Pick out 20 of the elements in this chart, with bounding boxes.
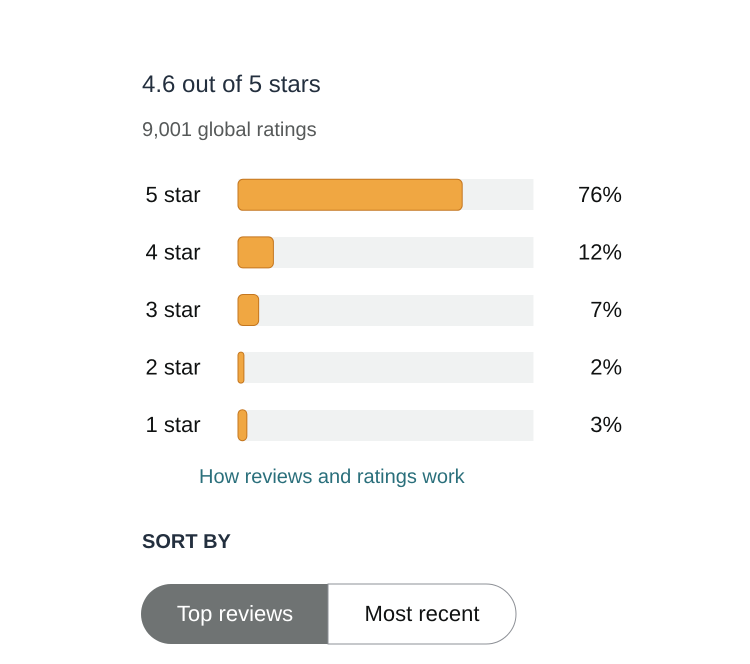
chart-subtitle: 9,001 global ratings [142,119,317,141]
data-label: 12% [578,239,622,264]
text: SORT BY [142,531,232,553]
chart-title: 4.6 out of 5 stars [142,71,321,98]
y-tick-label: 4 star [146,239,201,264]
bar [238,236,274,268]
data-label: 3% [590,412,622,438]
data-label: 76% [578,182,622,207]
bar [238,294,260,326]
y-tick-label: 2 star [146,354,201,380]
data-label: 2% [590,354,622,380]
y-tick-label: 3 star [146,297,201,322]
bar [238,352,244,384]
y-tick-label: 1 star [146,412,201,438]
bar [238,409,248,442]
data-label: 7% [590,297,622,322]
text: Top reviews [176,601,294,626]
y-tick-label: 5 star [146,182,201,207]
text: How reviews and ratings work [199,466,466,488]
text: Most recent [364,601,480,626]
